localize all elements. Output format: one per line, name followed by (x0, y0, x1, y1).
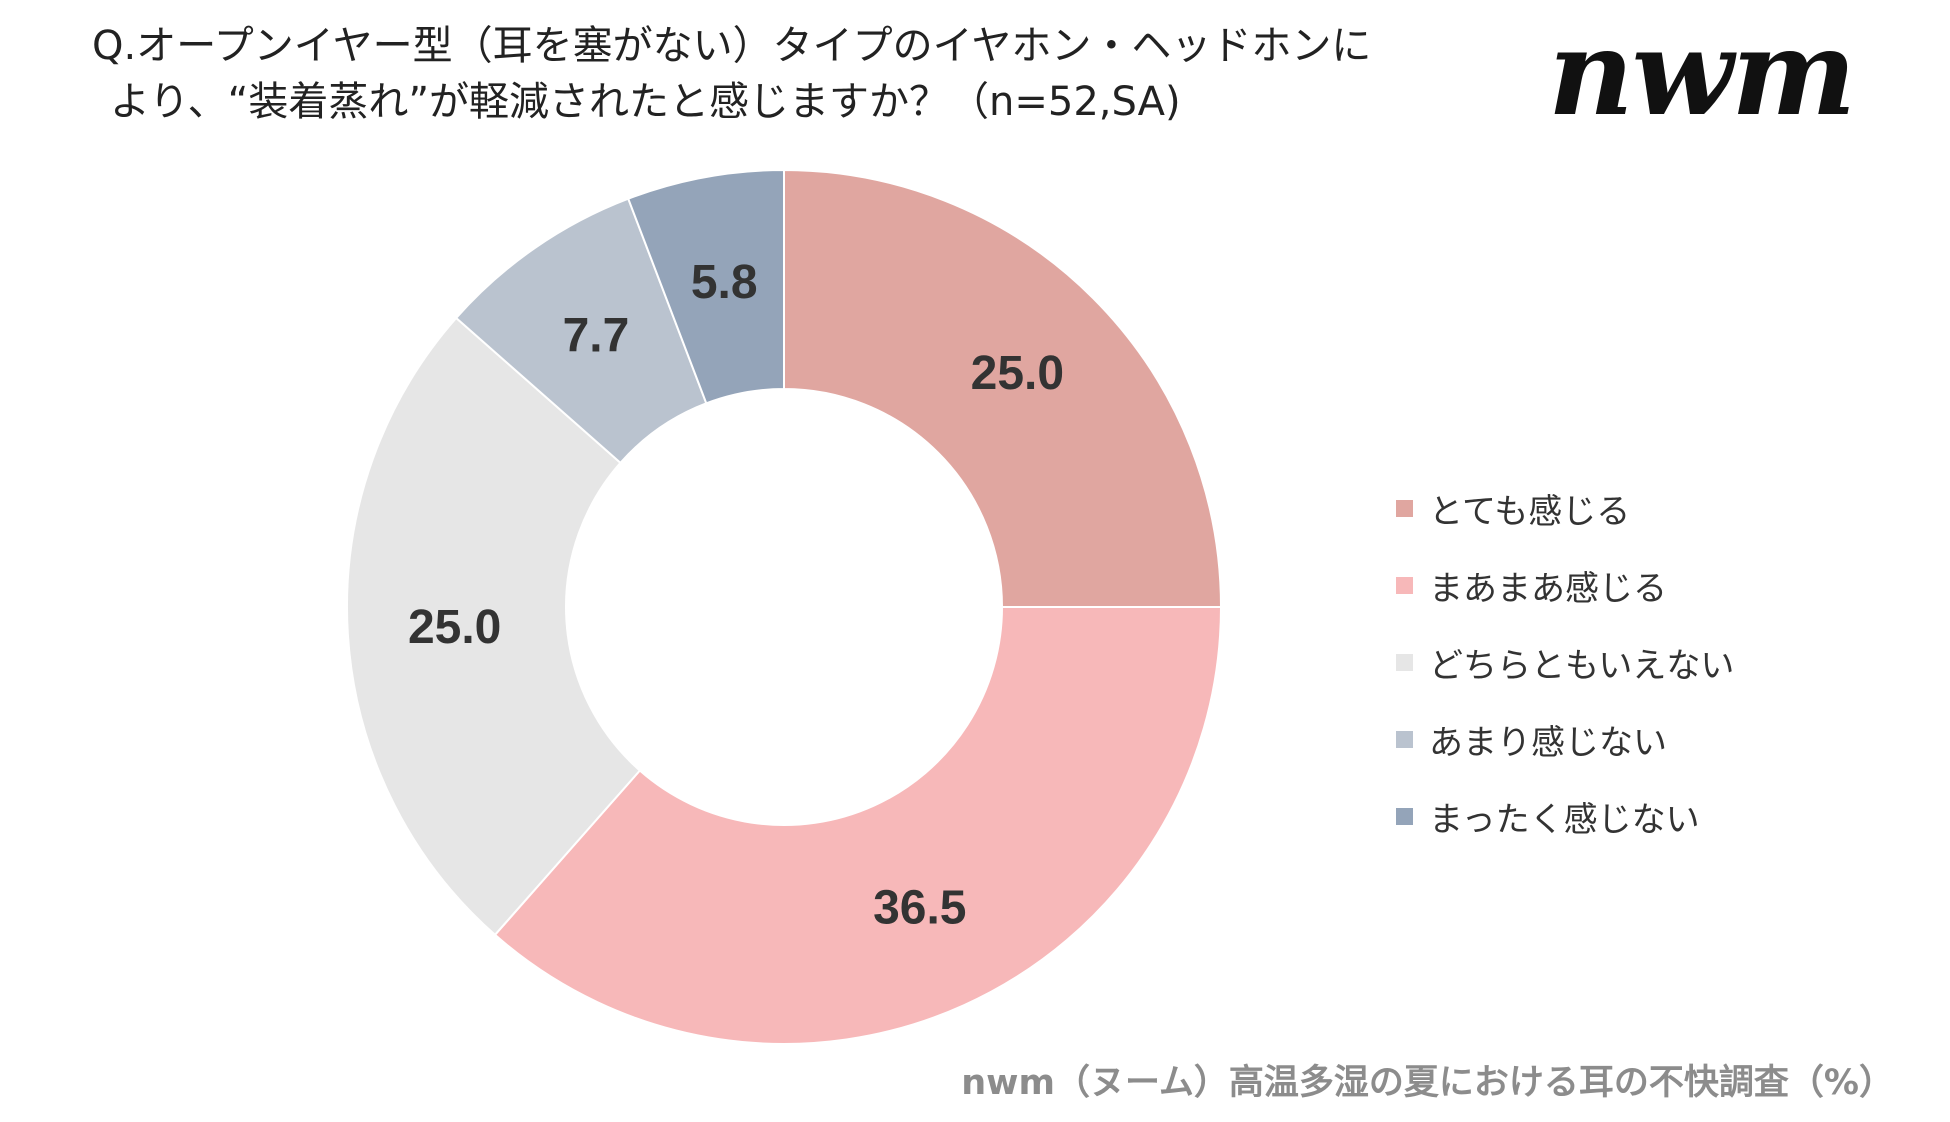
question-title: Q.オープンイヤー型（耳を塞がない）タイプのイヤホン・ヘッドホンに より、“装着… (92, 18, 1492, 130)
chart-legend: とても感じる まあまあ感じるどちらともいえない あまり感じない まったく感じない (1396, 470, 1734, 855)
legend-label-4: あまり感じない (1429, 723, 1667, 763)
legend-item-3: どちらともいえない (1396, 624, 1734, 701)
donut-value-labels: 25.0 36.5 25.0 7.7 5.8 (408, 256, 1064, 934)
legend-item-5: まったく感じない (1396, 778, 1734, 855)
legend-label-5: まったく感じない (1429, 800, 1700, 840)
legend-label-2: まあまあ感じる (1429, 569, 1667, 609)
donut-value-label-3: 25.0 (408, 601, 501, 654)
legend-swatch-5 (1396, 808, 1413, 825)
donut-slice-5 (626, 168, 785, 405)
donut-slice-2 (493, 606, 1223, 1045)
donut-value-label-1: 25.0 (971, 347, 1064, 400)
legend-swatch-1 (1396, 500, 1413, 517)
source-caption: nwm（ヌーム）高温多湿の夏における耳の不快調査（%） (961, 1063, 1894, 1103)
legend-item-4: あまり感じない (1396, 701, 1734, 778)
donut-chart: 25.0 36.5 25.0 7.7 5.8 (346, 168, 1223, 1045)
donut-value-label-4: 7.7 (563, 309, 630, 362)
legend-swatch-4 (1396, 731, 1413, 748)
question-line-1: Q.オープンイヤー型（耳を塞がない）タイプのイヤホン・ヘッドホンに (92, 23, 1372, 69)
question-line-2: より、“装着蒸れ”が軽減されたと感じますか？（n=52,SA) (110, 79, 1181, 125)
legend-item-2: まあまあ感じる (1396, 547, 1734, 624)
legend-item-1: とても感じる (1396, 470, 1734, 547)
donut-slice-1 (783, 168, 1223, 608)
legend-swatch-2 (1396, 577, 1413, 594)
donut-slices (346, 168, 1223, 1045)
donut-slice-3 (346, 316, 642, 937)
legend-swatch-3 (1396, 654, 1413, 671)
donut-value-label-2: 36.5 (873, 881, 966, 934)
donut-value-label-5: 5.8 (691, 256, 758, 309)
legend-label-1: とても感じる (1429, 492, 1631, 532)
nwm-logo: nwm (1548, 3, 1856, 142)
legend-label-3: どちらともいえない (1429, 646, 1735, 686)
